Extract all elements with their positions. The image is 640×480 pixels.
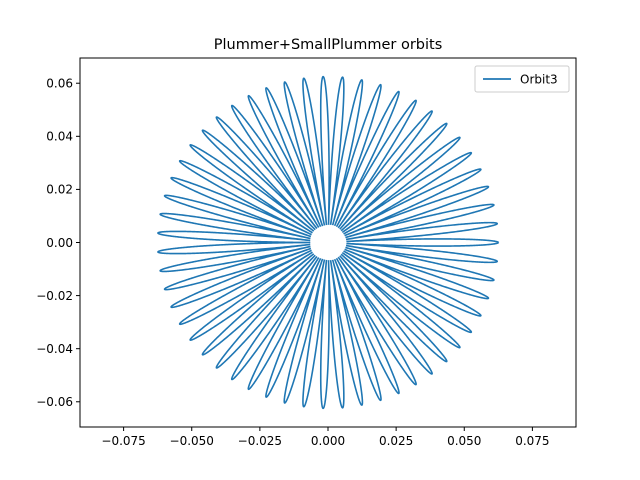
y-tick-label: −0.02 xyxy=(36,289,73,303)
axes-frame xyxy=(79,57,577,428)
y-tick-label: 0.00 xyxy=(46,236,73,250)
x-tick-label: −0.050 xyxy=(170,434,214,448)
legend: Orbit3 xyxy=(474,65,570,93)
chart-title: Plummer+SmallPlummer orbits xyxy=(214,37,443,53)
x-tick-label: −0.075 xyxy=(101,434,145,448)
x-tick-label: 0.075 xyxy=(515,434,549,448)
x-tick-label: −0.025 xyxy=(238,434,282,448)
x-tick-label: 0.025 xyxy=(379,434,413,448)
y-tick-label: −0.06 xyxy=(36,395,73,409)
series-line-orbit3 xyxy=(157,75,500,410)
series-layer xyxy=(157,75,500,410)
y-tick-label: −0.04 xyxy=(36,342,73,356)
legend-box xyxy=(474,65,570,93)
x-tick-label: 0.050 xyxy=(447,434,481,448)
y-tick-label: 0.02 xyxy=(46,183,73,197)
y-tick-label: 0.04 xyxy=(46,130,73,144)
ticks-layer: −0.075 −0.050 −0.025 0.000 0.025 0.050 0.075 −0… xyxy=(36,77,549,448)
legend-label: Orbit3 xyxy=(520,73,558,87)
x-tick-label: 0.000 xyxy=(311,434,345,448)
y-tick-label: 0.06 xyxy=(46,77,73,91)
